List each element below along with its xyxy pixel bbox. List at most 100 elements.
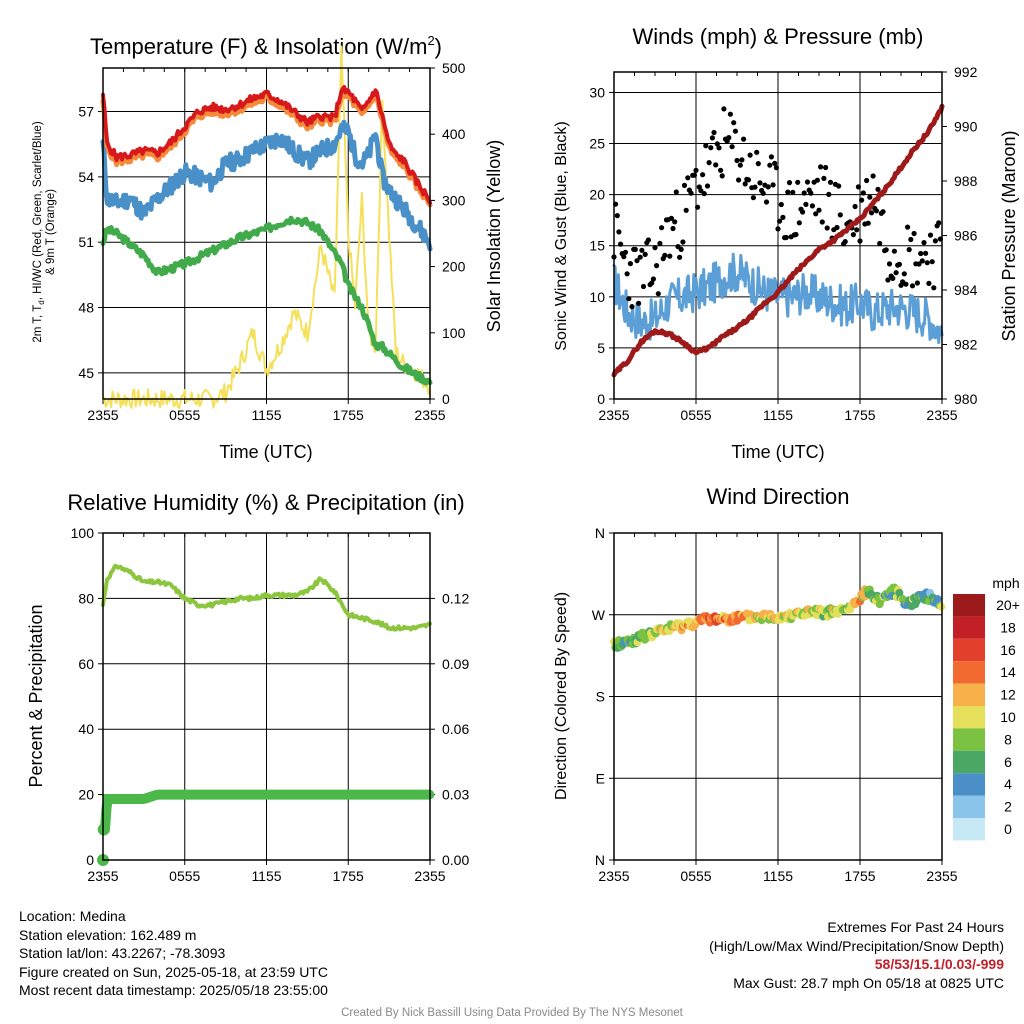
direction-point — [933, 595, 942, 603]
gust-point — [711, 129, 717, 136]
gust-point — [885, 277, 891, 283]
xtick-label: 0555 — [680, 407, 711, 423]
pressure-line — [611, 103, 945, 378]
gust-point — [677, 254, 683, 260]
gust-point — [683, 207, 689, 213]
xtick-label: 2355 — [87, 407, 118, 423]
gust-point — [880, 209, 886, 215]
gust-point — [919, 258, 925, 264]
insolation-line — [102, 45, 431, 409]
gust-point — [678, 246, 684, 252]
gust-point — [701, 191, 707, 197]
gust-point — [691, 172, 698, 178]
temperature-2m-line — [101, 85, 432, 205]
colorbar-swatch — [953, 795, 985, 818]
ytick-label: 51 — [78, 234, 94, 250]
xtick-label: 2355 — [926, 407, 957, 423]
ytick-label: 80 — [78, 590, 94, 606]
gust-point — [813, 211, 819, 217]
ytick-label: 54 — [78, 169, 94, 185]
ytick-right-label: 986 — [954, 228, 978, 244]
gust-point — [777, 218, 783, 224]
gust-point — [911, 230, 917, 237]
ytick-label: 48 — [78, 300, 94, 316]
temperature-title: Temperature (F) & Insolation (W/m2) — [90, 33, 442, 59]
extremes-values: 58/53/15.1/0.03/-999 — [874, 956, 1004, 972]
gust-point — [854, 227, 860, 233]
ytick-right-label: 100 — [442, 325, 466, 341]
winds-panel: Winds (mph) & Pressure (mb) Sonic Wind &… — [553, 24, 1019, 462]
gust-point — [924, 260, 930, 266]
gust-point — [659, 225, 665, 231]
temperature-ylabel-left: 2m T, Td, HI/WC (Red, Green, Scarlet/Blu… — [32, 121, 46, 342]
xtick-label: 1155 — [763, 868, 793, 884]
ytick-label: 10 — [589, 289, 605, 305]
gust-point — [870, 173, 876, 179]
temperature-panel: Temperature (F) & Insolation (W/m2) 2m T… — [32, 33, 504, 462]
gust-point — [737, 162, 743, 168]
gust-point — [750, 195, 757, 201]
ytick-right-label: 200 — [442, 259, 466, 275]
gust-point — [864, 177, 870, 184]
ytick-label: 40 — [78, 721, 94, 737]
gust-point — [709, 135, 716, 141]
gust-point — [929, 259, 935, 265]
plot-border — [102, 532, 431, 861]
gust-point — [637, 254, 643, 260]
xtick-label: 2355 — [414, 407, 445, 423]
ytick-label: 30 — [589, 84, 605, 100]
gust-point — [823, 164, 829, 171]
gust-point — [903, 281, 909, 287]
colorbar-swatch — [953, 683, 985, 706]
gust-point — [721, 106, 727, 112]
gust-point — [891, 248, 898, 254]
gust-point — [783, 234, 789, 241]
plot-border — [613, 532, 943, 861]
gust-point — [826, 191, 832, 197]
gust-point — [614, 213, 620, 219]
colorbar-label: 20+ — [996, 597, 1020, 613]
humidity-title: Relative Humidity (%) & Precipitation (i… — [67, 490, 464, 515]
gust-point — [713, 162, 719, 168]
ytick-right-label: 500 — [442, 60, 466, 76]
xtick-label: 2355 — [598, 407, 629, 423]
gust-point — [639, 247, 645, 253]
colorbar-label: 12 — [1000, 687, 1016, 703]
gust-point — [731, 120, 737, 126]
colorbar-label: 2 — [1004, 799, 1012, 815]
gust-point — [742, 181, 748, 187]
xtick-label: 1155 — [251, 407, 281, 423]
gust-point — [650, 276, 657, 282]
gust-point — [624, 271, 630, 277]
ytick-label: N — [595, 852, 605, 868]
temperature-ylabel-left-line2: & 9m T (Orange) — [45, 189, 57, 275]
ytick-label: 100 — [71, 525, 95, 541]
gust-point — [936, 220, 942, 226]
ytick-right-label: 982 — [954, 337, 978, 353]
ytick-right-label: 984 — [954, 282, 978, 298]
ytick-label: 45 — [78, 365, 94, 381]
gust-point — [700, 172, 706, 178]
gust-point — [808, 190, 814, 196]
ytick-label: 0 — [86, 852, 94, 868]
colorbar-title: mph — [992, 575, 1019, 591]
gust-point — [926, 280, 932, 286]
gust-point — [673, 189, 679, 195]
ytick-label: N — [595, 525, 605, 541]
gust-point — [768, 154, 775, 160]
ytick-right-label: 992 — [954, 64, 978, 80]
gust-point — [716, 145, 722, 151]
gust-point — [732, 128, 739, 134]
gust-point — [914, 280, 921, 286]
station-elevation: Station elevation: 162.489 m — [19, 926, 197, 943]
gust-point — [655, 291, 661, 297]
gust-point — [923, 250, 929, 256]
gust-point — [816, 207, 822, 213]
gust-point — [739, 157, 745, 163]
gust-point — [726, 135, 732, 141]
direction-title: Wind Direction — [706, 484, 849, 509]
gust-point — [763, 199, 770, 205]
